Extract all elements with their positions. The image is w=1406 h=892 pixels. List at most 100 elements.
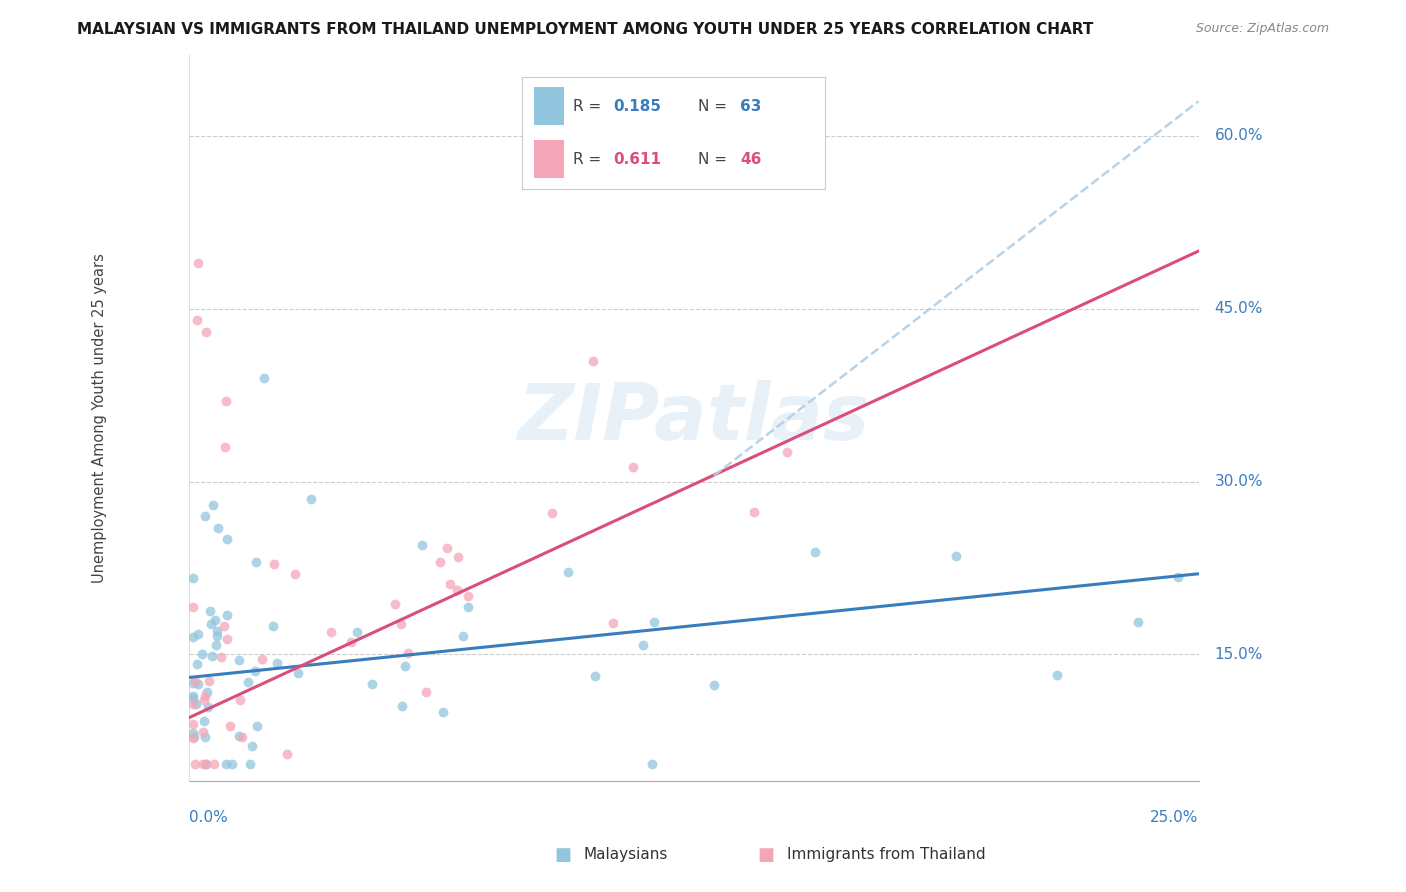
Point (457, 600, 479, 615)
Point (193, 714, 215, 728)
Point (945, 549, 967, 564)
Point (184, 697, 207, 711)
Point (246, 719, 269, 733)
Point (415, 684, 437, 698)
Point (193, 756, 215, 771)
Point (200, 617, 222, 632)
Point (429, 555, 451, 569)
Point (557, 566, 579, 580)
Text: Unemployment Among Youth under 25 years: Unemployment Among Youth under 25 years (93, 253, 107, 583)
Text: 45.0%: 45.0% (1215, 301, 1263, 316)
Point (1126, 615, 1149, 629)
Text: Immigrants from Thailand: Immigrants from Thailand (787, 847, 986, 862)
Point (187, 255, 209, 269)
Point (263, 558, 285, 572)
Point (201, 648, 224, 663)
Point (621, 459, 644, 474)
Point (340, 634, 363, 648)
Point (215, 532, 238, 546)
Point (346, 625, 368, 640)
Text: 25.0%: 25.0% (1150, 810, 1198, 825)
Point (775, 445, 797, 459)
Point (240, 739, 263, 753)
Point (187, 677, 209, 691)
Point (209, 650, 232, 665)
Point (215, 756, 238, 771)
Point (411, 537, 433, 551)
Point (184, 756, 207, 771)
Point (181, 600, 204, 615)
Point (284, 567, 307, 582)
Point (195, 685, 218, 699)
Point (207, 521, 229, 535)
Point (229, 693, 252, 707)
Point (181, 690, 204, 705)
Text: MALAYSIAN VS IMMIGRANTS FROM THAILAND UNEMPLOYMENT AMONG YOUTH UNDER 25 YEARS CO: MALAYSIAN VS IMMIGRANTS FROM THAILAND UN… (77, 22, 1094, 37)
Point (396, 646, 419, 660)
Point (319, 625, 342, 640)
Point (389, 617, 412, 632)
Point (299, 491, 322, 506)
Point (1046, 668, 1069, 682)
Point (394, 659, 416, 673)
Point (195, 325, 218, 339)
Point (184, 674, 207, 689)
Point (239, 756, 262, 771)
Point (202, 498, 225, 512)
Point (204, 756, 226, 771)
Text: 30.0%: 30.0% (1215, 474, 1263, 489)
Point (432, 706, 454, 720)
Point (221, 756, 243, 771)
Point (253, 371, 276, 385)
Point (391, 698, 413, 713)
Point (231, 730, 253, 744)
Point (266, 657, 288, 671)
Point (181, 690, 204, 704)
Point (194, 756, 217, 771)
Point (446, 583, 468, 598)
Point (183, 730, 205, 744)
Point (212, 619, 235, 633)
Point (219, 719, 242, 733)
Text: 60.0%: 60.0% (1215, 128, 1263, 144)
Point (191, 724, 214, 739)
Point (198, 604, 221, 618)
Point (194, 509, 217, 524)
Point (439, 576, 461, 591)
Text: Source: ZipAtlas.com: Source: ZipAtlas.com (1195, 22, 1329, 36)
Point (181, 697, 204, 711)
Point (287, 666, 309, 681)
Point (186, 657, 208, 672)
Point (193, 689, 215, 703)
Point (436, 541, 458, 556)
Text: 15.0%: 15.0% (1215, 647, 1263, 662)
Point (181, 731, 204, 746)
Text: ZIPatlas: ZIPatlas (517, 380, 870, 456)
Point (228, 653, 250, 667)
Point (703, 678, 725, 692)
Point (195, 756, 218, 771)
Text: 0.0%: 0.0% (188, 810, 228, 825)
Point (640, 756, 662, 771)
Point (197, 700, 219, 714)
Point (187, 627, 209, 641)
Point (236, 675, 259, 690)
Point (181, 716, 204, 731)
Point (205, 638, 228, 652)
Point (193, 692, 215, 706)
Point (583, 669, 606, 683)
Point (446, 549, 468, 564)
Point (276, 747, 298, 761)
Point (215, 632, 238, 646)
Point (215, 393, 238, 408)
Point (181, 571, 204, 585)
Point (453, 629, 475, 643)
Point (360, 677, 382, 691)
Point (181, 630, 204, 644)
Point (384, 597, 406, 611)
Point (197, 673, 219, 688)
Point (181, 676, 204, 690)
Point (581, 353, 603, 368)
Point (228, 730, 250, 744)
Point (181, 726, 204, 740)
